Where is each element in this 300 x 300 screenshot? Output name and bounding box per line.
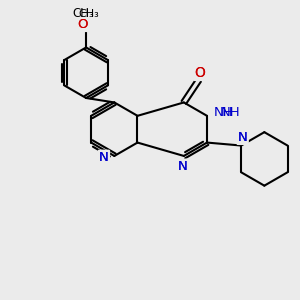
Text: O: O bbox=[77, 18, 88, 31]
Text: N: N bbox=[238, 131, 247, 144]
Text: N: N bbox=[99, 151, 109, 164]
Text: O: O bbox=[77, 18, 88, 31]
Text: O: O bbox=[195, 66, 206, 80]
Text: N: N bbox=[178, 160, 187, 173]
Text: NH: NH bbox=[220, 106, 240, 119]
Text: CH₃: CH₃ bbox=[73, 8, 94, 20]
Text: N: N bbox=[99, 151, 109, 164]
Text: N: N bbox=[178, 160, 187, 173]
Text: N: N bbox=[238, 131, 247, 144]
Text: O: O bbox=[195, 66, 206, 80]
Text: N: N bbox=[238, 131, 247, 144]
Text: CH₃: CH₃ bbox=[78, 9, 99, 19]
Text: O: O bbox=[195, 66, 206, 80]
Text: O: O bbox=[77, 18, 88, 31]
Text: NH: NH bbox=[214, 106, 233, 119]
Text: NH: NH bbox=[214, 106, 233, 119]
Text: N: N bbox=[99, 151, 109, 164]
Text: N: N bbox=[178, 160, 187, 173]
